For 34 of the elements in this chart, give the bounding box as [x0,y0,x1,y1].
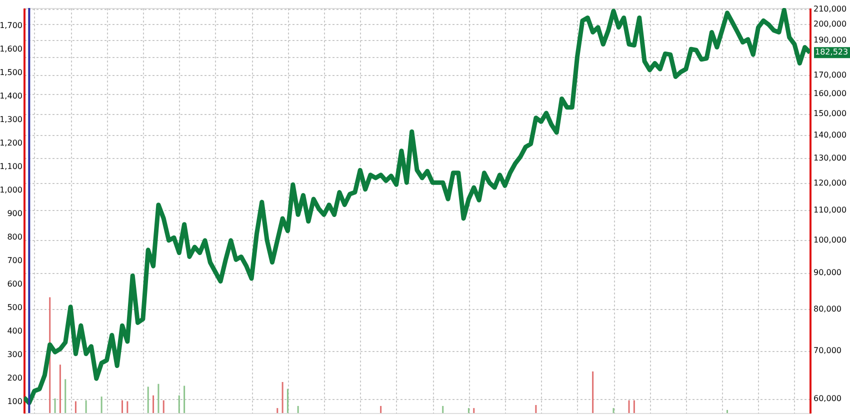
y-tick-label: 900 [7,208,22,218]
y2-tick-label: 140,000 [814,130,847,140]
y-tick-label: 1,300 [0,115,22,124]
y2-tick-label: 110,000 [814,206,847,215]
y2-tick-label: 60,000 [814,394,842,404]
y-tick-label: 500 [7,302,22,312]
y2-tick-label: 190,000 [814,36,847,45]
y-tick-label: 1,400 [0,92,22,101]
y-tick-label: 200 [7,373,22,382]
y2-tick-label: 70,000 [814,346,842,356]
y2-tick-label: 150,000 [814,109,847,118]
y-tick-label: 1,700 [0,21,22,30]
y-tick-label: 1,600 [0,44,22,54]
y-tick-label: 1,100 [0,162,22,171]
y-tick-label: 300 [7,350,22,359]
y2-tick-label: 210,000 [814,4,847,14]
y2-tick-label: 160,000 [814,89,847,98]
y-tick-label: 800 [7,232,22,242]
y2-tick-label: 90,000 [814,268,842,278]
line-series [24,8,810,406]
y-tick-label: 700 [7,256,22,265]
y2-tick-label: 80,000 [814,304,842,314]
y2-tick-label: 130,000 [814,154,847,163]
y-tick-label: 1,500 [0,68,22,78]
y-tick-label: 100 [7,396,22,406]
y2-tick-label: 120,000 [814,178,847,188]
y2-tick-label: 200,000 [814,20,847,29]
y-tick-label: 400 [7,326,22,336]
text: 182,523 [815,48,848,57]
y-tick-label: 1,000 [0,185,22,194]
y-tick-label: 600 [7,279,22,288]
y-tick-label: 1,200 [0,138,22,148]
y2-tick-label: 100,000 [814,235,847,244]
y2-tick-label: 170,000 [814,70,847,80]
